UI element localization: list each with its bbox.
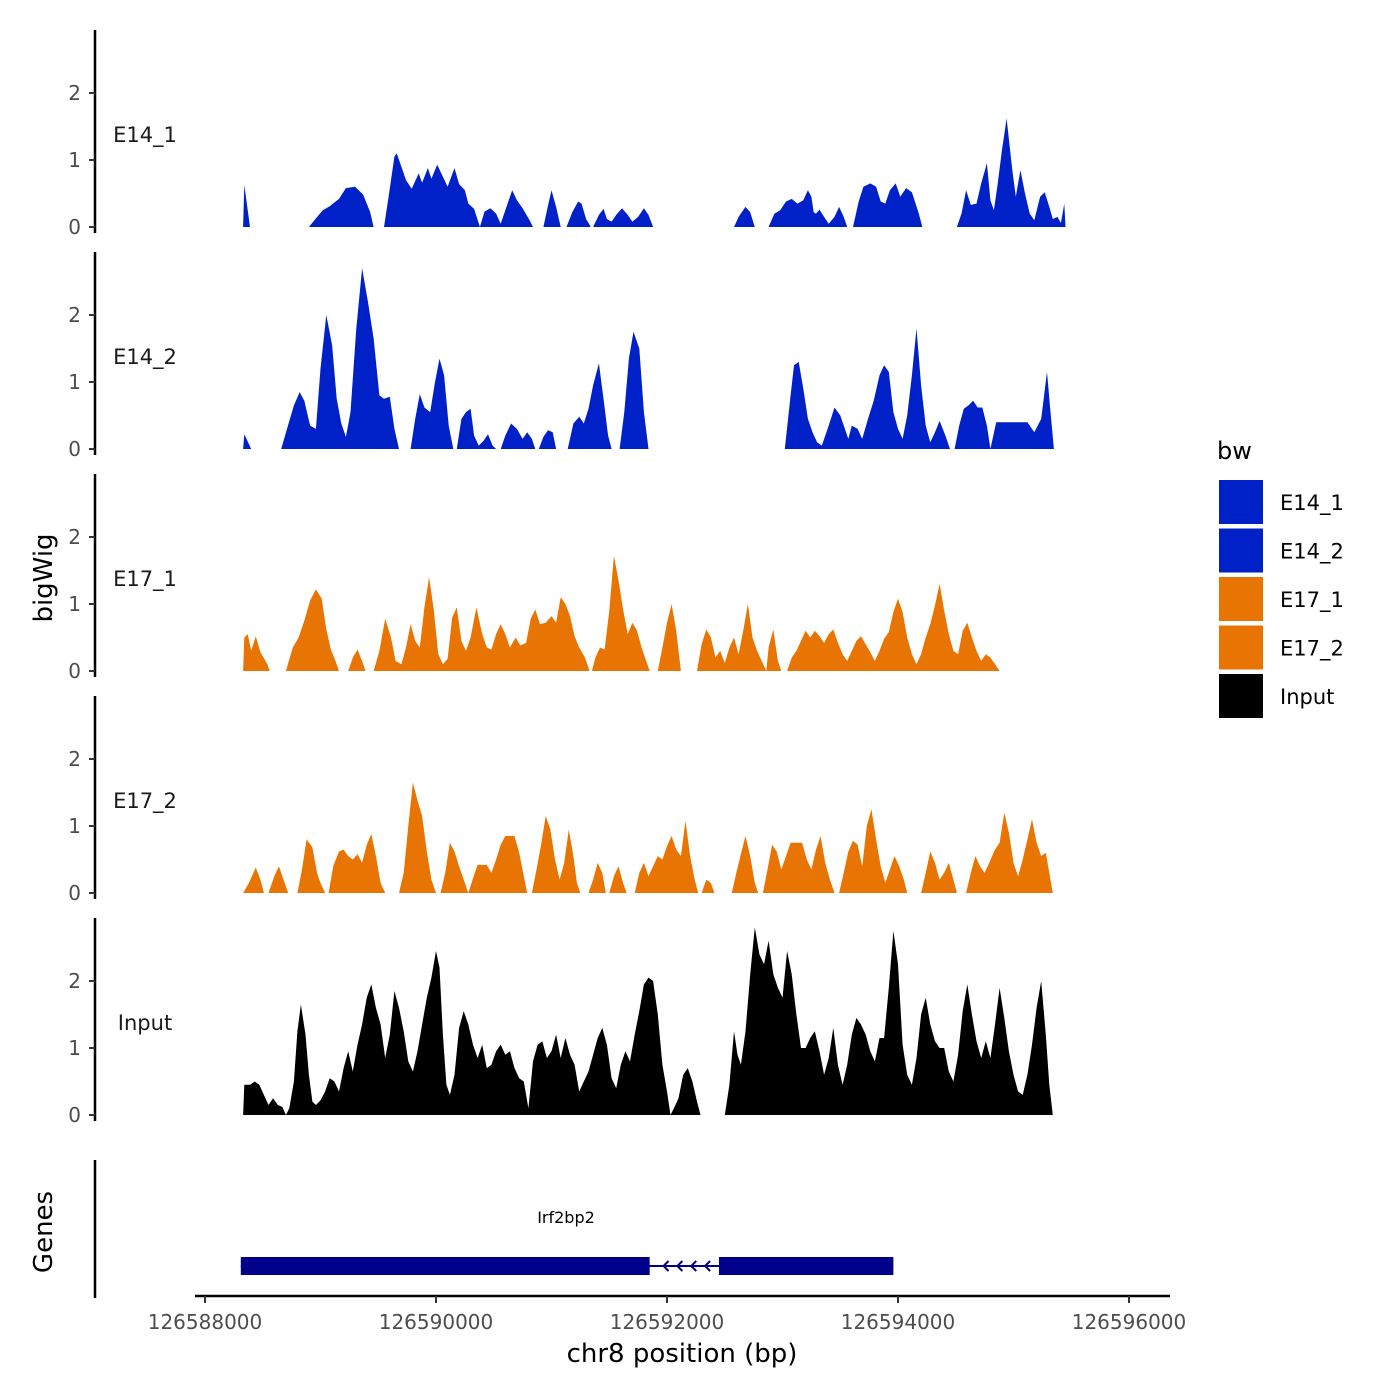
legend-item-E14_1: E14_1 (1219, 480, 1344, 524)
bigwig-tracks: 0 1 2 E14_1 0 1 2 E14_2 0 1 2 E17_1 0 1 2 E17_2 0 1 2 Input (68, 30, 1066, 1127)
legend-swatch (1219, 625, 1263, 670)
y-tick-label: 0 (68, 659, 81, 683)
track-E17_2: 0 1 2 E17_2 (68, 696, 1053, 905)
legend-swatch (1219, 480, 1263, 524)
y-tick-label: 2 (68, 525, 81, 549)
track-E17_1: 0 1 2 E17_1 (68, 474, 1000, 683)
legend-item-E17_1: E17_1 (1219, 577, 1344, 621)
coverage-area-E17_2 (243, 782, 1053, 893)
y-tick-label: 0 (68, 881, 81, 905)
y-tick-label: 2 (68, 747, 81, 771)
track-label: E14_2 (113, 345, 177, 370)
genes-axis-title: Genes (29, 1191, 59, 1273)
y-tick-label: 2 (68, 303, 81, 327)
gene-Irf2bp2: Irf2bp2 (240, 1208, 894, 1275)
gene-strand-arrow (675, 1260, 684, 1272)
track-E14_2: 0 1 2 E14_2 (68, 252, 1054, 461)
y-tick-label: 1 (68, 814, 81, 838)
legend: bw E14_1 E14_2 E17_1 E17_2 Input (1217, 437, 1344, 718)
x-axis: 126588000 126590000 126592000 126594000 1265… (148, 1294, 1187, 1334)
x-tick-label: 126594000 (841, 1310, 956, 1334)
legend-swatch (1219, 528, 1263, 573)
y-tick-label: 0 (68, 1103, 81, 1127)
coverage-area-E14_2 (243, 268, 1054, 449)
x-tick-label: 126588000 (148, 1310, 263, 1334)
x-tick-label: 126590000 (379, 1310, 494, 1334)
y-tick-label: 2 (68, 81, 81, 105)
y-tick-label: 0 (68, 437, 81, 461)
legend-label: E17_2 (1280, 637, 1344, 662)
legend-title: bw (1217, 437, 1252, 465)
legend-swatch (1219, 674, 1263, 718)
track-label: E17_1 (113, 567, 177, 592)
y-tick-label: 1 (68, 592, 81, 616)
track-Input: 0 1 2 Input (68, 918, 1053, 1127)
legend-swatch (1219, 577, 1263, 621)
legend-label: Input (1280, 685, 1334, 709)
y-tick-label: 1 (68, 370, 81, 394)
track-E14_1: 0 1 2 E14_1 (68, 30, 1066, 239)
track-label: E14_1 (113, 123, 177, 148)
coverage-area-E17_1 (243, 555, 1000, 671)
legend-label: E14_1 (1280, 491, 1344, 516)
legend-label: E17_1 (1280, 588, 1344, 613)
coverage-area-E14_1 (243, 118, 1066, 227)
coverage-area-Input (243, 927, 1053, 1115)
y-axis-title: bigWig (29, 533, 59, 622)
track-label: E17_2 (113, 789, 177, 814)
x-axis-title: chr8 position (bp) (567, 1339, 798, 1369)
x-tick-label: 126592000 (610, 1310, 725, 1334)
gene-strand-arrow (703, 1260, 711, 1272)
gene-track: Irf2bp2 (93, 1160, 894, 1298)
x-tick-label: 126596000 (1072, 1310, 1187, 1334)
track-label: Input (118, 1011, 172, 1035)
legend-item-Input: Input (1219, 674, 1334, 718)
y-tick-label: 1 (68, 1036, 81, 1060)
y-tick-label: 1 (68, 148, 81, 172)
y-tick-label: 0 (68, 215, 81, 239)
gene-strand-arrow (689, 1260, 697, 1272)
legend-item-E17_2: E17_2 (1219, 625, 1344, 670)
legend-item-E14_2: E14_2 (1219, 528, 1344, 573)
gene-exon (718, 1257, 894, 1275)
y-tick-label: 2 (68, 969, 81, 993)
gene-exon (240, 1257, 650, 1275)
gene-strand-arrow (662, 1260, 670, 1272)
gene-name-label: Irf2bp2 (537, 1208, 595, 1227)
legend-label: E14_2 (1280, 540, 1344, 565)
